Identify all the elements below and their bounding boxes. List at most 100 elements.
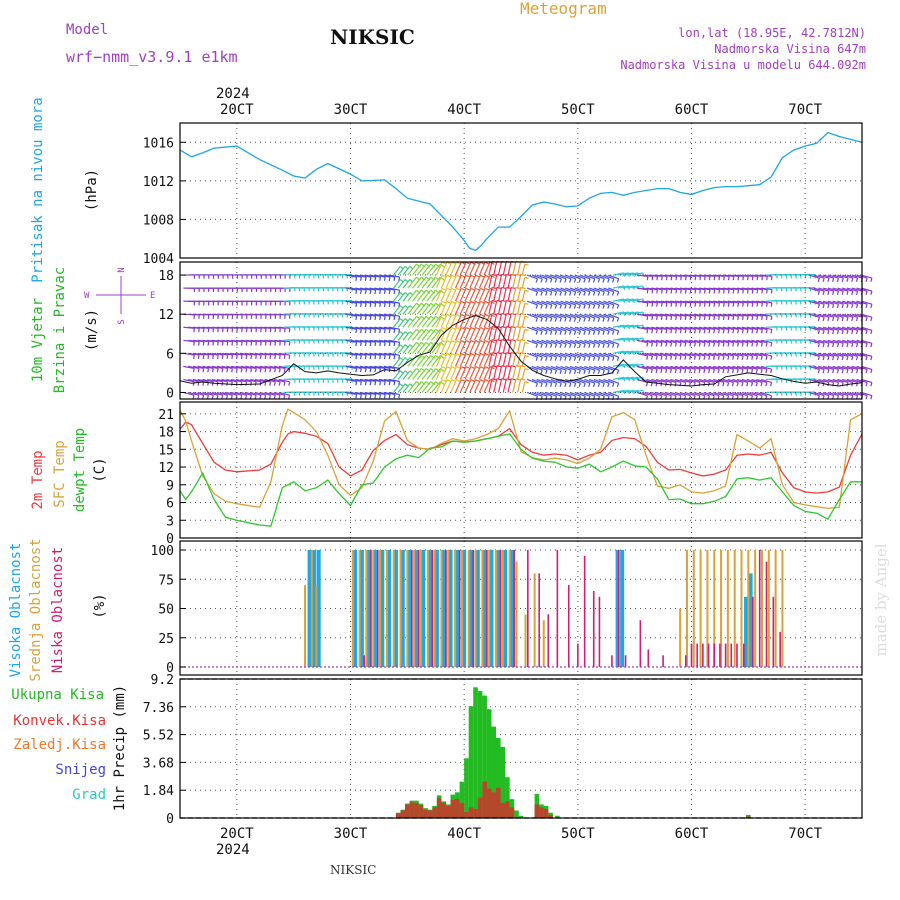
wind-barb (598, 352, 610, 358)
wind-barb-flag (588, 369, 591, 374)
wind-barb (588, 391, 600, 397)
wind-barb (374, 339, 386, 343)
wind-barb-flag (817, 304, 820, 309)
wind-barb (445, 353, 453, 367)
wind-barb (478, 353, 486, 367)
wind-barb (646, 365, 658, 370)
wind-barb (536, 391, 548, 397)
wind-barb-flag (398, 289, 401, 294)
wind-barb-flag (712, 369, 715, 374)
wind-barb-flag (583, 369, 586, 374)
wind-barb (454, 366, 462, 380)
wind-barb (737, 352, 749, 357)
mid-cloud-bar (351, 550, 354, 667)
wind-barb (350, 352, 362, 356)
wind-barb (837, 274, 849, 279)
wind-barb-flag (841, 277, 844, 282)
wind-barb (278, 378, 290, 383)
wind-barb (665, 378, 677, 384)
wind-barb (684, 326, 696, 331)
wind-barb-flag (255, 354, 257, 359)
wind-barb (412, 368, 422, 380)
wind-barb (751, 352, 763, 357)
wind-barb (235, 352, 247, 356)
wind-barb-flag (588, 356, 591, 361)
wind-barb-flag (689, 289, 692, 294)
wind-barb-flag (660, 342, 663, 347)
wind-barb (737, 339, 749, 344)
wind-barb-flag (742, 289, 744, 294)
wind-barb (507, 300, 512, 315)
wind-barb (746, 313, 758, 317)
wind-barb-flag (665, 369, 668, 374)
wind-barb (440, 288, 448, 302)
wind-barb-flag (713, 316, 716, 321)
wind-barb (674, 378, 686, 384)
wind-barb (379, 300, 391, 304)
wind-barb-flag (216, 395, 219, 400)
wind-barb (751, 378, 763, 384)
wind-barb (383, 300, 395, 304)
wind-barb-flag (230, 395, 233, 400)
wind-barb (612, 324, 624, 328)
wind-barb-flag (573, 278, 577, 283)
wind-barb (861, 339, 873, 344)
wind-barb-flag (755, 369, 758, 374)
precip-y-ticks: 01.843.685.527.369.2 (143, 673, 186, 827)
cloud-bars (304, 550, 784, 667)
wind-barb (579, 313, 591, 319)
wind-barb (632, 350, 644, 354)
wind-barb-flag (535, 356, 539, 361)
wind-barb-flag (207, 368, 210, 373)
wind-barb-flag (216, 354, 219, 359)
wind-barb (612, 350, 624, 354)
wind-barb (746, 352, 758, 357)
wind-barb (584, 287, 595, 293)
wind-barb-flag (355, 355, 358, 360)
wind-barb-flag (235, 368, 238, 373)
wind-barb (555, 313, 567, 319)
wind-barb (660, 287, 672, 291)
wind-barb-flag (374, 316, 377, 321)
wind-barb (374, 352, 386, 356)
wind-barb (813, 339, 825, 344)
cloud-ylabel-mid: Srednja Oblacnost (28, 538, 44, 681)
wind-barb (550, 339, 562, 345)
wind-barb (350, 365, 362, 369)
wind-barb-flag (559, 278, 562, 283)
wind-barb (818, 352, 830, 357)
wind-barb (359, 339, 371, 343)
wind-barb (760, 378, 772, 384)
wind-barb (497, 339, 503, 354)
wind-barb (837, 339, 849, 344)
wind-barb-flag (520, 286, 526, 290)
wind-barb (603, 378, 615, 384)
wind-barb (708, 287, 720, 291)
wind-barb-flag (583, 278, 586, 283)
low-cloud-bar (662, 655, 664, 667)
wind-barb-flag (388, 355, 391, 360)
wind-barb-flag (524, 276, 529, 279)
wind-barb (416, 302, 427, 315)
wind-barb-flag (231, 368, 233, 373)
wind-barb (617, 324, 629, 328)
wind-barb (603, 352, 615, 358)
wind-barb (636, 313, 648, 317)
wind-barb-flag (564, 317, 567, 322)
wind-barb-flag (379, 394, 382, 399)
wind-barb (756, 326, 768, 331)
precip-grid (180, 679, 862, 818)
wind-barb (832, 391, 844, 397)
wind-barb-flag (388, 276, 391, 281)
wind-barb (593, 365, 605, 371)
wind-barb (593, 287, 605, 293)
wind-barb (560, 365, 572, 371)
mid-cloud-bar (706, 550, 709, 667)
wind-barb-flag (588, 278, 591, 283)
wind-barb-flag (364, 289, 367, 294)
wind-barb-flag (703, 316, 706, 321)
precip-convective-bar (423, 809, 428, 818)
wind-barb (512, 287, 517, 302)
wind-barb (842, 326, 853, 331)
y-tick-label: 3.68 (143, 756, 174, 771)
